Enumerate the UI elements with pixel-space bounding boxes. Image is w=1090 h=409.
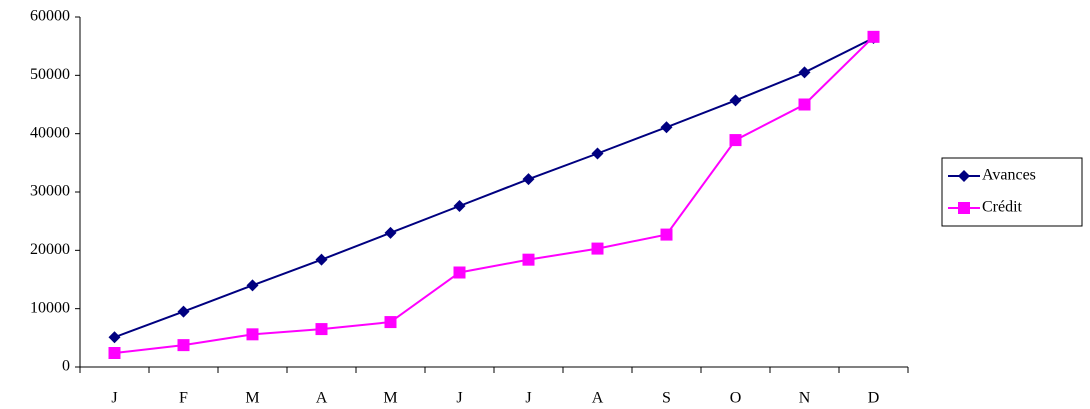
point: [384, 316, 397, 329]
point: [453, 266, 466, 279]
series-line: [114, 37, 874, 339]
x-tick-label: J: [456, 390, 462, 407]
x-tick-label: O: [730, 390, 742, 407]
y-tick-label: 20000: [30, 241, 70, 258]
point: [522, 253, 535, 266]
y-tick-label: 60000: [30, 8, 70, 25]
point: [315, 253, 328, 266]
point: [729, 94, 742, 107]
x-tick-label: A: [592, 390, 604, 407]
y-tick-label: 30000: [30, 183, 70, 200]
y-tick-label: 0: [62, 358, 70, 375]
x-tick-label: J: [525, 390, 531, 407]
point: [177, 339, 190, 352]
point: [522, 173, 535, 186]
point: [315, 323, 328, 336]
point: [798, 66, 811, 79]
x-tick-label: J: [111, 390, 117, 407]
x-tick-label: A: [316, 390, 328, 407]
x-tick-label: F: [179, 390, 188, 407]
x-tick-label: M: [383, 390, 397, 407]
point: [108, 347, 121, 359]
point: [867, 30, 880, 43]
x-tick-label: S: [662, 390, 671, 407]
point: [660, 121, 673, 134]
legend-label: Crédit: [982, 199, 1023, 216]
x-tick-label: M: [245, 390, 259, 407]
legend-box: [941, 157, 1083, 227]
point: [384, 226, 397, 239]
point: [246, 279, 259, 292]
point: [729, 134, 742, 147]
point: [453, 200, 466, 212]
point: [591, 147, 604, 160]
x-tick-label: N: [799, 390, 811, 407]
x-tick-label: D: [868, 390, 880, 407]
legend-marker: [958, 170, 970, 182]
legend-label: Avances: [982, 167, 1036, 184]
point: [591, 242, 604, 255]
point: [246, 328, 259, 341]
point: [108, 331, 121, 344]
point: [660, 228, 673, 241]
legend-marker: [958, 202, 970, 214]
point: [177, 305, 190, 318]
y-tick-label: 50000: [30, 66, 70, 83]
y-tick-label: 40000: [30, 124, 70, 141]
point: [798, 98, 811, 111]
series-line: [114, 36, 875, 354]
y-tick-label: 10000: [30, 299, 70, 316]
